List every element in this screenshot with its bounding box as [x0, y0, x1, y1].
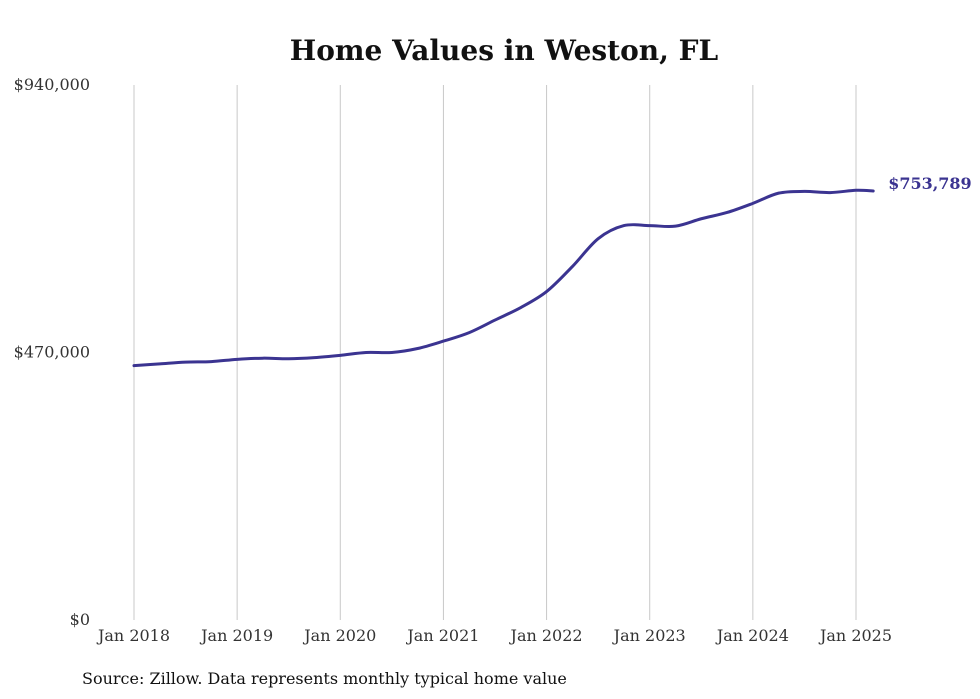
x-tick-label: Jan 2022	[509, 626, 583, 645]
end-value-label: $753,789	[888, 174, 972, 193]
x-tick-label: Jan 2023	[612, 626, 686, 645]
x-tick-label: Jan 2018	[96, 626, 170, 645]
x-tick-label: Jan 2024	[715, 626, 789, 645]
y-tick-label: $940,000	[14, 75, 90, 94]
x-tick-label: Jan 2020	[302, 626, 376, 645]
x-axis-tick-labels: Jan 2018 Jan 2019 Jan 2020 Jan 2021 Jan 2022…	[96, 626, 892, 645]
grid-lines	[133, 85, 857, 620]
source-note: Source: Zillow. Data represents monthly …	[82, 669, 567, 688]
x-tick-label: Jan 2019	[199, 626, 273, 645]
chart-title: Home Values in Weston, FL	[290, 34, 719, 67]
y-tick-label: $0	[70, 610, 90, 629]
y-tick-label: $470,000	[14, 343, 90, 362]
y-axis-tick-labels: $0 $470,000 $940,000	[14, 75, 90, 629]
x-tick-label: Jan 2025	[818, 626, 892, 645]
x-tick-label: Jan 2021	[405, 626, 479, 645]
series-line	[132, 188, 875, 368]
